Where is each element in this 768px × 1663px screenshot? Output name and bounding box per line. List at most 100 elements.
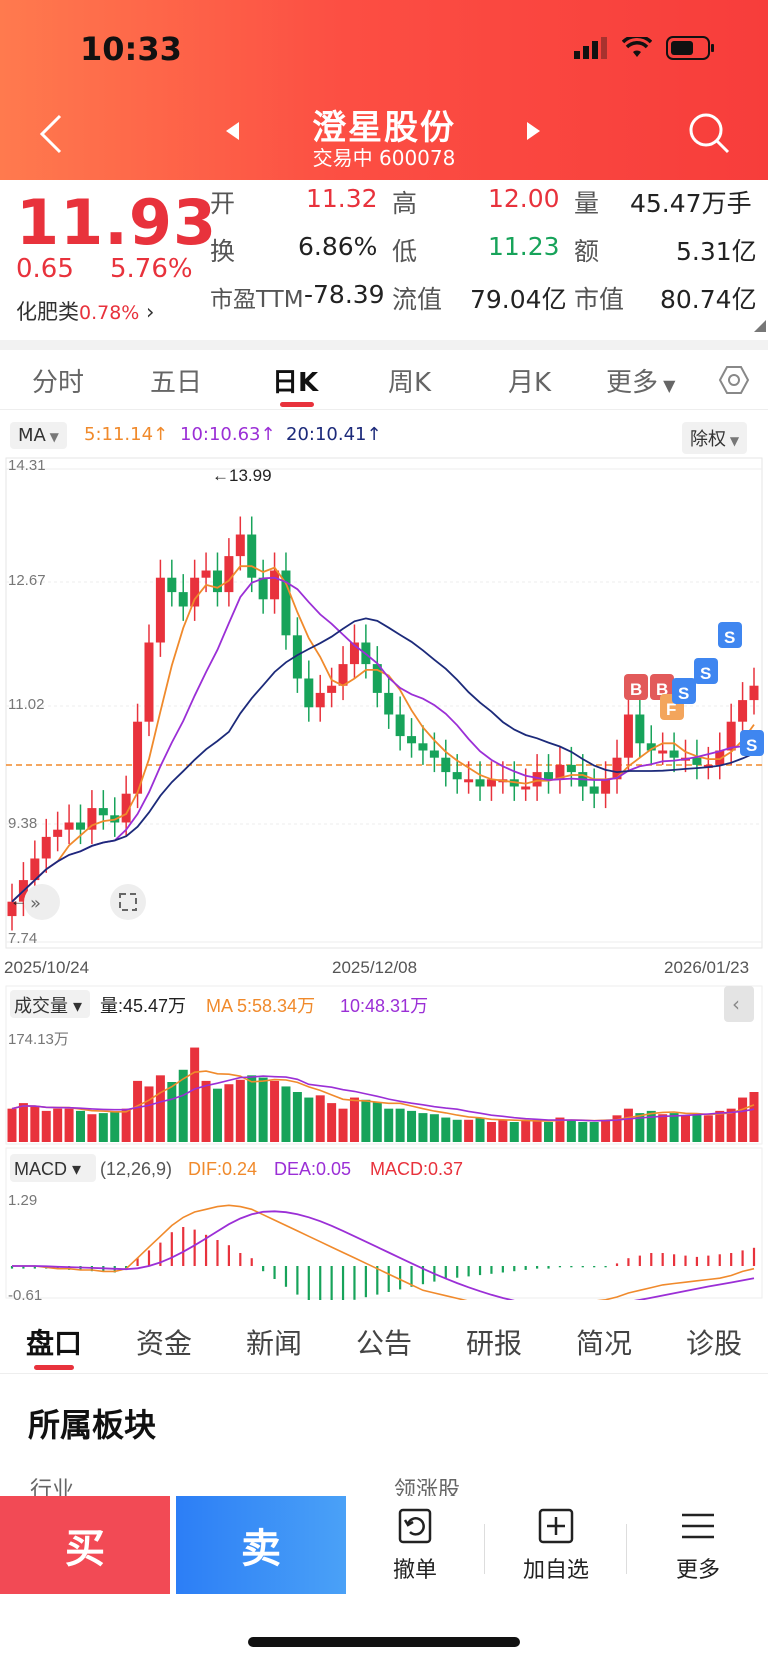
plus-square-icon: [538, 1508, 574, 1544]
tab-monthly-k[interactable]: 月K: [508, 368, 552, 398]
trade-signal-letter: B: [630, 680, 642, 699]
info-tabs: 盘口 资金 新闻 公告 研报 简况 诊股: [0, 1304, 768, 1374]
candle-body: [270, 570, 280, 600]
ma10-value: 10:10.63↑: [180, 424, 276, 445]
more-button[interactable]: 更多: [638, 1506, 758, 1584]
expand-corner-icon[interactable]: [754, 320, 766, 332]
tab-profile[interactable]: 简况: [576, 1327, 633, 1360]
candle-body: [235, 534, 245, 557]
volume-bar: [521, 1120, 531, 1142]
tab-weekly-k[interactable]: 周K: [388, 368, 432, 398]
tab-intraday[interactable]: 分时: [32, 368, 85, 398]
cancel-order-label: 撤单: [392, 1558, 437, 1583]
volume-bar: [464, 1119, 474, 1142]
candle-body: [532, 772, 542, 787]
candle-body: [635, 714, 645, 744]
candle-body: [338, 664, 348, 686]
volume-bar: [327, 1103, 337, 1142]
home-indicator: [248, 1637, 520, 1647]
x-axis-label: 2025/12/08: [332, 958, 417, 977]
candle-body: [327, 685, 337, 693]
ma-indicator-select[interactable]: MA ▼: [10, 422, 67, 449]
double-chevron-left-icon: »: [30, 893, 41, 914]
candle-body: [692, 757, 702, 765]
candle-body: [258, 577, 268, 600]
volume-bar: [532, 1119, 542, 1142]
ma5-line: [11, 565, 755, 903]
more-label: 更多: [675, 1558, 720, 1583]
low-value: 11.23: [488, 232, 560, 261]
volume-value: 量:45.47万: [100, 996, 186, 1016]
candle-body: [475, 779, 485, 787]
volume-bar: [498, 1119, 508, 1142]
volume-bar: [749, 1092, 759, 1142]
candle-body: [190, 577, 200, 607]
volume-bar: [726, 1108, 736, 1142]
volume-bar: [235, 1079, 245, 1142]
trade-signal-marker: [740, 730, 764, 756]
chart-settings-icon[interactable]: [718, 364, 750, 396]
sector-link[interactable]: 化肥类0.78% ›: [16, 296, 154, 326]
adjust-select[interactable]: 除权 ▼: [682, 422, 748, 454]
tab-announcements[interactable]: 公告: [356, 1327, 413, 1360]
add-watchlist-button[interactable]: 加自选: [496, 1506, 616, 1584]
stock-status-code: 交易中 600078: [312, 146, 456, 170]
undo-doc-icon: [398, 1508, 432, 1544]
ma-legend: MA ▼ 5:11.14↑ 10:10.63↑ 20:10.41↑ 除权 ▼: [0, 418, 768, 454]
volume-bar: [53, 1108, 63, 1142]
scroll-left-button: [24, 884, 60, 920]
high-label: 高: [392, 189, 418, 218]
back-icon[interactable]: [36, 112, 66, 156]
volume-bar: [372, 1102, 382, 1142]
candle-body: [247, 534, 257, 578]
float-cap-value: 79.04亿: [470, 285, 567, 314]
cancel-order-button[interactable]: 撤单: [355, 1506, 475, 1584]
sector-pct: 0.78%: [79, 302, 140, 324]
prev-stock-icon[interactable]: [226, 122, 240, 140]
next-stock-icon[interactable]: [526, 122, 540, 140]
stock-chart[interactable]: 14.3112.6711.029.387.74←13.99←7.52BBFSSS…: [0, 455, 768, 1300]
bar-separator: [626, 1524, 627, 1574]
candle-body: [75, 822, 85, 830]
candle-body: [464, 779, 474, 783]
candle-body: [544, 772, 554, 780]
volume-bar: [121, 1108, 131, 1142]
tab-news[interactable]: 新闻: [246, 1327, 303, 1360]
tab-more-label: 更多: [606, 368, 659, 398]
volume-label: 成交量 ▾: [14, 996, 82, 1016]
tab-more[interactable]: 更多 ▼: [606, 362, 675, 399]
y-axis-label: 7.74: [8, 930, 37, 947]
candle-body: [212, 570, 222, 593]
volume-bar: [247, 1075, 257, 1142]
sector-name: 化肥类: [16, 300, 79, 324]
y-axis-label: 9.38: [8, 815, 37, 832]
volume-bar: [155, 1075, 165, 1142]
volume-bar: [669, 1113, 679, 1142]
volume-ma5: MA 5:58.34万: [206, 996, 315, 1016]
tab-research[interactable]: 研报: [466, 1327, 523, 1360]
candle-body: [201, 570, 211, 578]
candle-body: [418, 743, 428, 751]
tab-daily-k[interactable]: 日K: [272, 368, 319, 398]
sell-button[interactable]: 卖: [176, 1496, 346, 1594]
kline-frame: [5, 457, 763, 949]
volume-bar: [270, 1080, 280, 1142]
tab-funds[interactable]: 资金: [136, 1327, 193, 1360]
candle-body: [178, 592, 188, 607]
volume-bar: [441, 1117, 451, 1142]
volume-bar: [601, 1119, 611, 1142]
open-label: 开: [210, 189, 236, 218]
buy-button[interactable]: 买: [0, 1496, 170, 1594]
tab-order-book[interactable]: 盘口: [26, 1327, 83, 1360]
turnover-value: 6.86%: [298, 232, 378, 261]
volume-bar: [715, 1110, 725, 1142]
tab-five-day[interactable]: 五日: [150, 368, 203, 398]
candle-body: [566, 764, 576, 773]
search-icon[interactable]: [688, 112, 730, 154]
volume-bar: [544, 1122, 554, 1142]
volume-bar: [190, 1047, 200, 1142]
volume-bar: [292, 1092, 302, 1142]
last-price: 11.93: [16, 186, 218, 259]
trade-signal-letter: S: [678, 684, 689, 703]
tab-diagnosis[interactable]: 诊股: [686, 1327, 743, 1360]
